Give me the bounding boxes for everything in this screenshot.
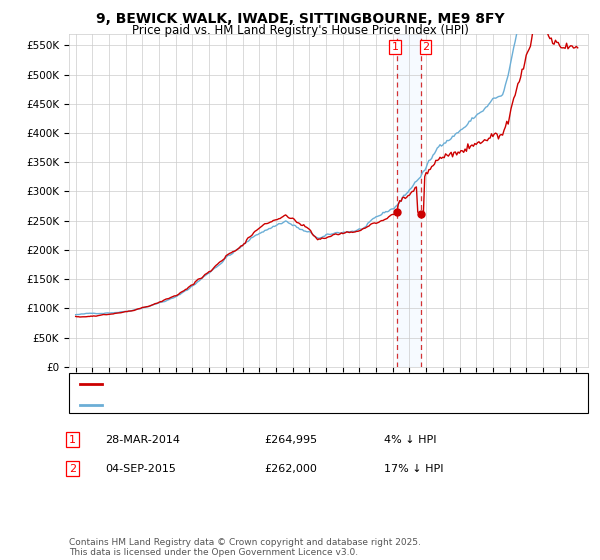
Text: £262,000: £262,000 xyxy=(264,464,317,474)
Text: HPI: Average price, detached house, Swale: HPI: Average price, detached house, Swal… xyxy=(106,400,330,410)
Text: 28-MAR-2014: 28-MAR-2014 xyxy=(105,435,180,445)
Text: Price paid vs. HM Land Registry's House Price Index (HPI): Price paid vs. HM Land Registry's House … xyxy=(131,24,469,37)
Text: £264,995: £264,995 xyxy=(264,435,317,445)
Text: 1: 1 xyxy=(391,42,398,52)
Text: Contains HM Land Registry data © Crown copyright and database right 2025.
This d: Contains HM Land Registry data © Crown c… xyxy=(69,538,421,557)
Text: 04-SEP-2015: 04-SEP-2015 xyxy=(105,464,176,474)
Text: 9, BEWICK WALK, IWADE, SITTINGBOURNE, ME9 8FY (detached house): 9, BEWICK WALK, IWADE, SITTINGBOURNE, ME… xyxy=(106,379,471,389)
Text: 17% ↓ HPI: 17% ↓ HPI xyxy=(384,464,443,474)
Text: 2: 2 xyxy=(69,464,76,474)
Bar xyxy=(397,34,421,367)
Text: 2: 2 xyxy=(422,42,429,52)
Text: 1: 1 xyxy=(69,435,76,445)
Text: 4% ↓ HPI: 4% ↓ HPI xyxy=(384,435,437,445)
Text: 9, BEWICK WALK, IWADE, SITTINGBOURNE, ME9 8FY: 9, BEWICK WALK, IWADE, SITTINGBOURNE, ME… xyxy=(95,12,505,26)
